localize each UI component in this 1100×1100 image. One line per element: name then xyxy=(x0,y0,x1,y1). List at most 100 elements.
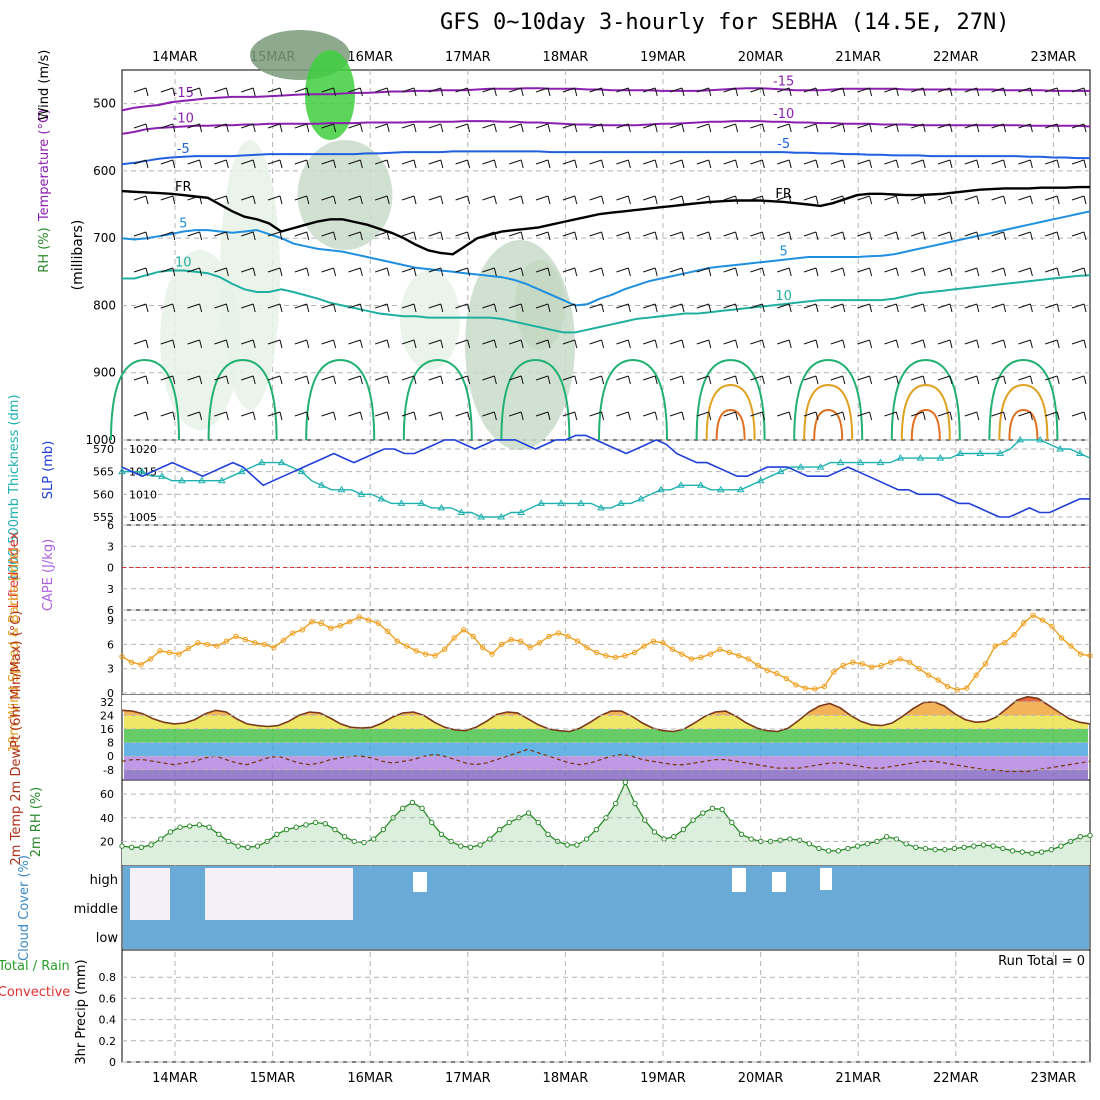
wind-speed-marker xyxy=(821,683,827,690)
boundary-layer-contour xyxy=(900,383,951,441)
wind-barb-flag xyxy=(440,231,444,241)
wind-speed-marker xyxy=(1077,651,1084,657)
rh-marker xyxy=(661,836,667,842)
wind-barb xyxy=(937,411,951,417)
wind-barb xyxy=(1071,123,1085,129)
thickness-marker xyxy=(776,467,785,475)
wind-barb-flag xyxy=(306,123,310,133)
wind-speed-marker xyxy=(375,620,381,627)
date-label-top: 23MAR xyxy=(1031,50,1077,65)
wind-barb-flag xyxy=(1029,267,1033,277)
rh-marker xyxy=(467,844,474,850)
wind-barb xyxy=(375,87,388,93)
wind-barb xyxy=(964,303,977,309)
rh-marker xyxy=(1077,833,1084,840)
wind-barb xyxy=(616,303,629,309)
wind-barb-flag xyxy=(252,375,256,385)
li-tick-label: 3 xyxy=(107,540,114,553)
wind-barb-flag xyxy=(306,159,310,169)
wind-barb-flag xyxy=(199,87,203,97)
wind-speed-marker xyxy=(441,646,448,652)
wind-barb-flag xyxy=(815,231,819,241)
wind-speed-marker xyxy=(897,656,903,662)
wind-barb-flag xyxy=(681,267,685,277)
wind-speed-marker xyxy=(755,662,761,669)
thickness-marker xyxy=(517,508,526,515)
wind-barb-flag xyxy=(306,267,310,277)
wind-barb-flag xyxy=(493,87,497,97)
rh-shading xyxy=(465,240,575,450)
wind-barb-flag xyxy=(574,87,578,97)
thickness-marker xyxy=(876,458,885,466)
wind-barb-flag xyxy=(842,195,846,205)
wind-barb-flag xyxy=(922,195,926,205)
wind-barb-flag xyxy=(895,123,899,133)
boundary-layer-contour xyxy=(695,358,766,441)
wind-barb-flag xyxy=(1056,339,1060,349)
wind-barb-flag xyxy=(654,87,658,97)
wind-barb-flag xyxy=(735,339,739,349)
wind-speed-marker xyxy=(290,630,296,636)
rh-marker xyxy=(574,842,580,848)
wind-barb-flag xyxy=(386,123,390,133)
wind-barb xyxy=(803,411,817,417)
wind-barb xyxy=(348,195,361,201)
wind-barb-flag xyxy=(574,267,578,277)
wind-barb-flag xyxy=(145,375,149,385)
wind-speed-marker xyxy=(726,649,733,656)
wind-barb xyxy=(616,195,629,201)
wind-speed-marker xyxy=(309,619,315,625)
wind-barb xyxy=(1018,339,1031,345)
wind-barb xyxy=(321,123,334,129)
wind-barb xyxy=(884,195,897,201)
wind-barb xyxy=(911,231,924,237)
wind-barb xyxy=(750,159,763,165)
wind-barb-flag xyxy=(520,123,524,133)
rh-marker xyxy=(1087,832,1093,839)
wind-speed-marker xyxy=(1058,635,1065,641)
wind-barb-flag xyxy=(467,375,471,385)
wind-barb-flag xyxy=(976,339,980,349)
wind-barb xyxy=(160,87,173,93)
wind-barb-flag xyxy=(199,303,203,313)
wind-barb-flag xyxy=(761,195,765,205)
wind-barb xyxy=(214,375,227,381)
wind-barb xyxy=(589,303,602,309)
wind-barb-flag xyxy=(761,303,765,313)
boundary-layer-contour xyxy=(988,358,1059,441)
wind-speed-marker xyxy=(1030,612,1036,618)
wind-barb-flag xyxy=(735,303,739,313)
wind-barb-flag xyxy=(547,159,551,169)
wind-barb xyxy=(509,375,522,381)
temp-contour-label: -5 xyxy=(177,142,190,157)
wind-speed-marker xyxy=(593,649,600,656)
wind-barb xyxy=(857,195,870,201)
wind-barb-flag xyxy=(681,159,685,169)
date-label-top: 16MAR xyxy=(347,50,393,65)
wind-barb xyxy=(401,159,415,165)
wind-barb xyxy=(884,411,897,417)
wind-barb xyxy=(1071,303,1085,309)
thickness-marker xyxy=(936,454,945,461)
panel-frame-wind xyxy=(121,609,1091,696)
wind-barb xyxy=(401,87,415,93)
wind-barb xyxy=(937,231,951,237)
wind-barb-flag xyxy=(493,267,497,277)
rh-marker xyxy=(128,844,135,850)
wind-barb xyxy=(857,159,870,165)
wind-barb-flag xyxy=(1056,195,1060,205)
wind-barb xyxy=(348,303,361,309)
wind-speed-marker xyxy=(906,659,913,665)
wind-barb xyxy=(267,303,281,309)
wind-barb xyxy=(562,159,575,165)
wind-barb-flag xyxy=(627,267,631,277)
thickness-marker xyxy=(597,503,605,511)
wind-barb-flag xyxy=(761,159,765,169)
wind-barb xyxy=(375,231,388,237)
thickness-marker xyxy=(138,467,146,475)
wind-speed-marker xyxy=(128,659,135,665)
wind-speed-marker xyxy=(366,617,372,623)
wind-barb-flag xyxy=(306,375,310,385)
wind-barb xyxy=(1018,375,1031,381)
wind-barb xyxy=(160,339,173,345)
